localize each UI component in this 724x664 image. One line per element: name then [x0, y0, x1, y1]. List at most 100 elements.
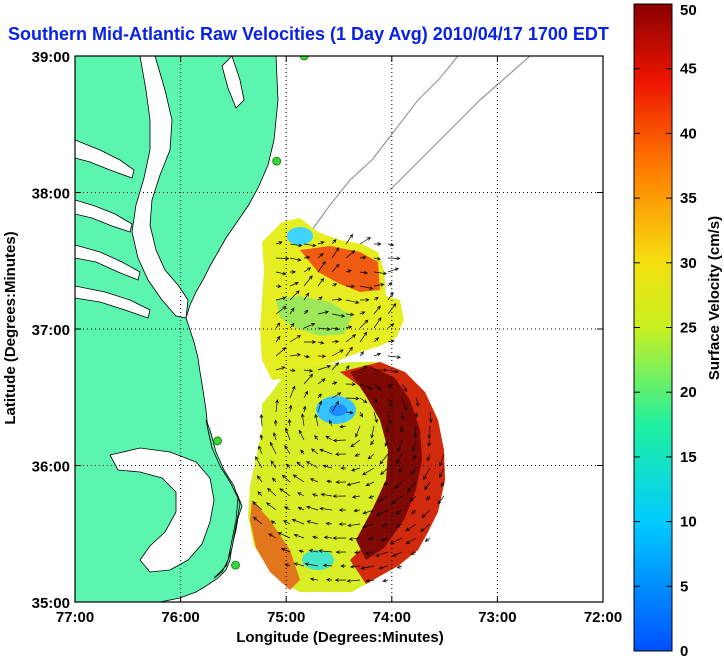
velocity-vector — [259, 413, 264, 427]
colorbar-axis: 0 5 10 15 20 25 30 35 40 45 50 — [634, 2, 697, 660]
velocity-vector — [252, 501, 263, 511]
velocity-vector — [289, 353, 302, 357]
velocity-vector — [396, 565, 403, 569]
velocity-vector — [338, 522, 347, 526]
velocity-vector — [409, 495, 417, 502]
velocity-vector — [303, 323, 316, 329]
velocity-vector — [275, 271, 287, 276]
river-water — [75, 199, 133, 233]
velocity-vector — [359, 298, 370, 302]
velocity-vector — [421, 509, 431, 519]
velocity-vector — [373, 337, 380, 343]
velocity-vector — [368, 495, 375, 499]
bathymetry-line — [389, 56, 531, 191]
x-tick-label: 72:00 — [584, 609, 622, 626]
velocity-vector — [381, 523, 389, 527]
velocity-vector — [306, 461, 319, 469]
velocity-vector — [359, 270, 368, 275]
velocity-vector — [331, 349, 344, 357]
velocity-vector — [345, 382, 356, 387]
velocity-vector — [380, 467, 389, 475]
velocity-vector — [406, 481, 417, 493]
velocity-vector — [345, 299, 360, 304]
velocity-vector — [405, 523, 417, 532]
velocity-vector — [275, 296, 287, 301]
velocity-vector — [411, 439, 417, 452]
velocity-vector — [281, 474, 291, 483]
velocity-vector — [332, 438, 347, 443]
velocity-vector — [380, 537, 389, 542]
velocity-field — [248, 218, 445, 592]
velocity-vector — [376, 509, 389, 516]
velocity-vector — [370, 439, 375, 446]
colorbar-tick-label: 15 — [680, 449, 697, 466]
velocity-vector — [317, 252, 324, 259]
velocity-vector — [340, 466, 347, 470]
velocity-vector — [323, 535, 333, 540]
velocity-vector — [387, 256, 401, 261]
x-tick-label: 77:00 — [56, 609, 94, 626]
y-axis: 35:00 36:00 37:00 38:00 39:00 — [32, 49, 603, 612]
velocity-vector — [359, 397, 368, 403]
velocity-vector — [373, 305, 381, 315]
velocity-vector — [378, 495, 389, 502]
velocity-vector — [319, 506, 333, 511]
bay-water — [221, 56, 245, 109]
velocity-vector — [398, 467, 403, 473]
velocity-vector — [331, 361, 340, 371]
velocity-vector — [362, 509, 375, 515]
velocity-vector — [317, 310, 330, 315]
velocity-vector — [351, 495, 361, 499]
velocity-vector — [275, 256, 290, 261]
velocity-vector — [317, 340, 325, 345]
velocity-vector — [289, 270, 297, 274]
colorbar-tick-label: 30 — [680, 255, 697, 272]
velocity-vector — [387, 369, 399, 374]
velocity-vector — [354, 453, 361, 457]
colorbar-tick-label: 35 — [680, 190, 697, 207]
velocity-vector — [420, 523, 431, 533]
velocity-vector — [293, 533, 305, 539]
velocity-vector — [289, 243, 303, 248]
velocity-vector — [289, 368, 296, 373]
velocity-vector — [387, 282, 393, 287]
velocity-vector — [272, 432, 277, 441]
velocity-vector — [345, 233, 354, 245]
velocity-vector — [296, 461, 305, 469]
velocity-vector — [317, 378, 326, 385]
velocity-vector — [383, 481, 389, 486]
radar-station-marker — [231, 560, 240, 570]
velocity-vector — [340, 564, 346, 568]
velocity-vector — [303, 373, 314, 385]
velocity-vector — [300, 449, 305, 455]
velocity-vector — [359, 255, 367, 260]
velocity-vector — [298, 549, 305, 554]
velocity-vector — [331, 239, 337, 245]
velocity-vector — [387, 397, 393, 408]
velocity-vector — [297, 492, 305, 497]
velocity-vector — [331, 400, 339, 413]
velocity-vector — [266, 502, 277, 511]
colorbar-label: Surface Velocity (cm/s) — [706, 216, 723, 380]
velocity-vector — [439, 467, 445, 478]
velocity-vector — [317, 241, 325, 245]
barrier-island — [205, 419, 241, 579]
velocity-vector — [347, 523, 361, 528]
velocity-vector — [335, 480, 347, 484]
velocity-vector — [428, 411, 433, 423]
velocity-low-core — [302, 550, 334, 570]
velocity-vector — [303, 354, 311, 359]
velocity-vector — [426, 495, 431, 501]
velocity-vector — [426, 453, 431, 462]
velocity-vector — [401, 383, 408, 392]
velocity-vector — [293, 562, 305, 567]
velocity-vector — [298, 429, 305, 441]
velocity-vector — [291, 518, 305, 525]
velocity-vector — [322, 563, 333, 568]
velocity-vector — [389, 537, 403, 544]
velocity-vector — [270, 520, 277, 525]
velocity-vector — [331, 339, 340, 344]
velocity-vector — [427, 425, 432, 440]
